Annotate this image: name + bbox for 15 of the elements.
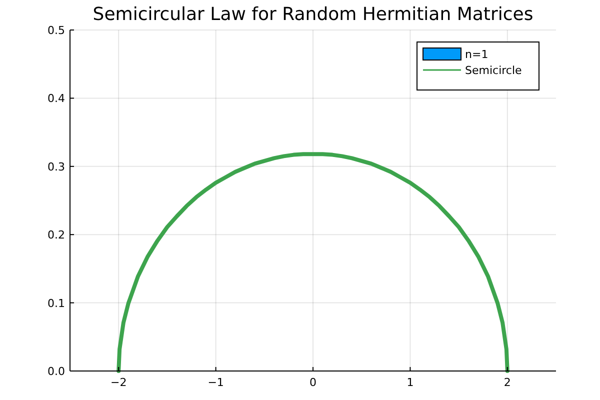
line-series: [116, 152, 510, 373]
y-tick-label: 0.4: [48, 92, 65, 106]
x-tick-label: −1: [208, 376, 224, 389]
x-tick-label: −2: [110, 376, 127, 389]
y-tick-label: 0.5: [48, 24, 65, 37]
y-tick-label: 0.0: [48, 365, 65, 378]
legend-label: n=1: [465, 48, 488, 61]
y-tick-label: 0.3: [48, 160, 65, 174]
legend-label: Semicircle: [465, 64, 522, 77]
x-tick-label: 2: [504, 376, 511, 389]
y-tick-label: 0.1: [48, 296, 65, 310]
x-tick-label: 1: [406, 376, 414, 389]
chart-title: Semicircular Law for Random Hermitian Matrices: [92, 4, 534, 25]
x-tick-label: 0: [310, 376, 316, 389]
y-tick-label: 0.2: [48, 228, 65, 242]
